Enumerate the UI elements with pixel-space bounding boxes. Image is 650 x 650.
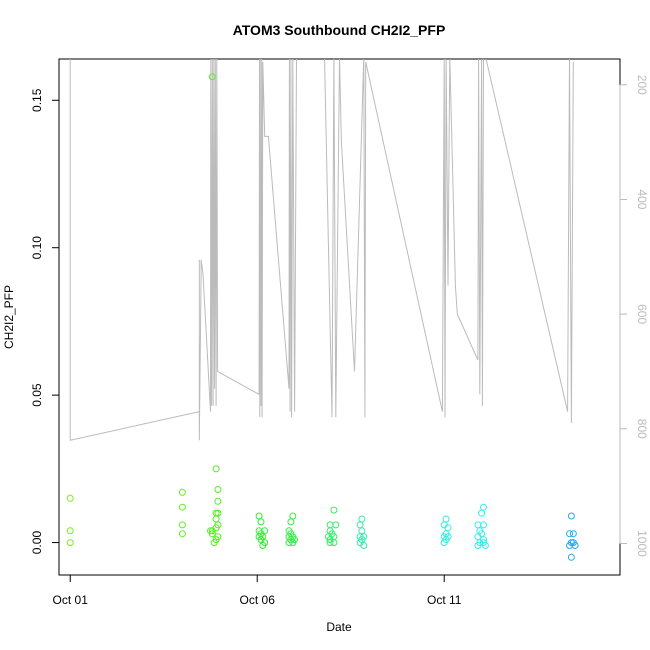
- data-point: [478, 509, 486, 517]
- data-point: [257, 518, 265, 526]
- data-point: [358, 515, 366, 523]
- y2-tick-label: 800: [635, 419, 649, 439]
- data-point: [566, 542, 573, 549]
- data-point: [212, 536, 220, 544]
- data-point: [356, 539, 364, 547]
- y2-tick-label: 1000: [635, 530, 649, 557]
- pressure-line: [69, 59, 574, 441]
- data-point: [66, 494, 74, 502]
- data-point: [330, 506, 338, 514]
- data-point: [291, 536, 299, 544]
- data-point: [178, 488, 186, 496]
- data-point: [480, 503, 487, 511]
- data-point: [566, 530, 573, 538]
- data-point: [255, 512, 263, 520]
- y-tick-label: 0.10: [30, 236, 44, 260]
- data-point: [261, 527, 269, 535]
- plot-frame: [58, 58, 621, 576]
- data-point: [212, 515, 220, 523]
- data-point: [569, 530, 577, 538]
- y2-tick-label: 200: [635, 75, 649, 95]
- y-tick-label: 0.05: [30, 383, 44, 407]
- data-point: [440, 539, 448, 547]
- data-point: [212, 465, 220, 473]
- data-point: [474, 542, 482, 549]
- data-point: [66, 527, 74, 535]
- data-point: [326, 521, 334, 529]
- data-point: [207, 527, 214, 535]
- data-point: [358, 527, 366, 535]
- data-point: [214, 486, 222, 493]
- y-tick-label: 0.15: [30, 88, 44, 112]
- data-point: [261, 539, 269, 547]
- data-point: [287, 518, 295, 526]
- x-axis-label: Date: [326, 620, 352, 634]
- data-point: [332, 521, 340, 529]
- data-point: [356, 521, 364, 529]
- data-point: [567, 512, 575, 520]
- data-point: [208, 73, 216, 81]
- y2-tick-label: 600: [635, 304, 649, 324]
- y-axis-right: 200 400 600 800 1000: [619, 75, 649, 557]
- x-axis: Oct 01 Oct 06 Oct 11: [53, 574, 462, 607]
- data-point: [178, 521, 186, 529]
- data-point: [214, 509, 222, 517]
- y-axis-left: 0.00 0.05 0.10 0.15: [30, 88, 60, 555]
- data-point: [66, 539, 74, 547]
- y-tick-label: 0.00: [30, 531, 44, 555]
- data-point: [567, 553, 575, 561]
- x-tick-label: Oct 06: [240, 593, 276, 607]
- data-point: [285, 539, 293, 547]
- data-point: [326, 539, 334, 547]
- data-point: [214, 497, 222, 505]
- data-point: [330, 539, 338, 547]
- x-tick-label: Oct 01: [53, 593, 89, 607]
- y2-tick-label: 400: [635, 189, 649, 209]
- data-point: [480, 539, 487, 547]
- chart-title: ATOM3 Southbound CH2I2_PFP: [233, 22, 446, 38]
- y-axis-label: CH2I2_PFP: [2, 285, 16, 349]
- pressure-track-layer: [69, 59, 574, 441]
- data-point: [214, 521, 222, 529]
- data-points-layer: [66, 73, 579, 561]
- data-point: [289, 512, 297, 520]
- data-point: [178, 530, 186, 538]
- data-point: [178, 503, 186, 511]
- data-point: [442, 515, 450, 523]
- x-tick-label: Oct 11: [427, 593, 462, 607]
- data-point: [480, 521, 487, 529]
